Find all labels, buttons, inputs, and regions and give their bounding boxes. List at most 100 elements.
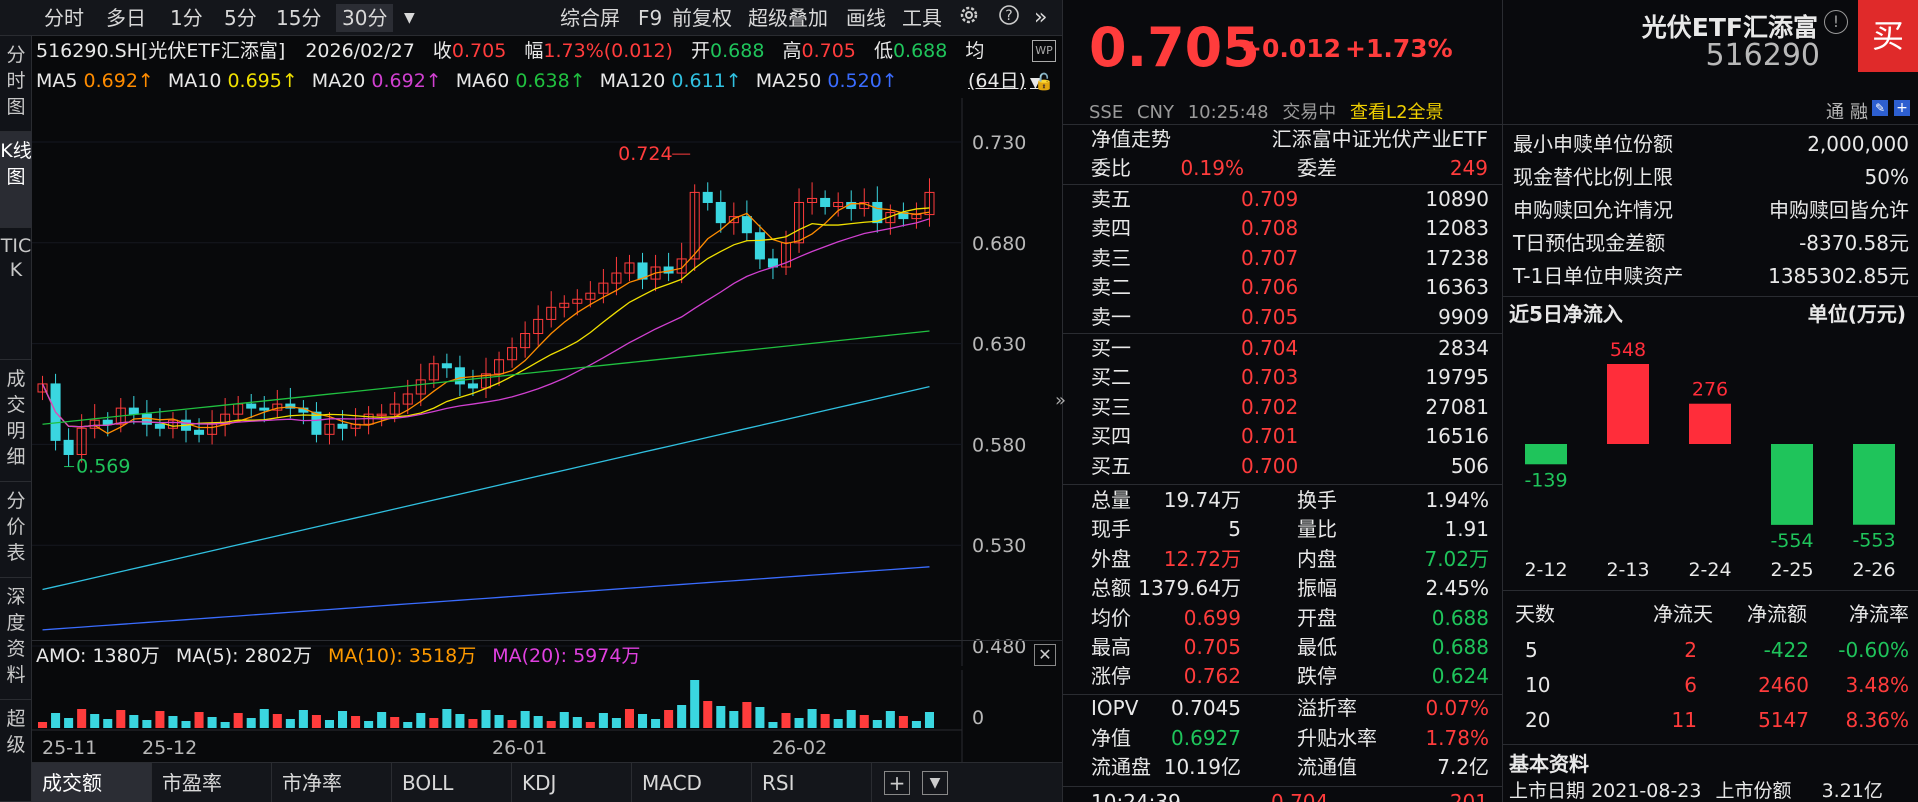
level-volume: 506 xyxy=(1450,453,1489,478)
side-tab-kline[interactable]: K线图 xyxy=(0,132,32,228)
order-level[interactable]: 卖二 0.706 16363 xyxy=(1063,273,1503,302)
candle-body xyxy=(285,403,296,409)
stat-value: 1379.64万 xyxy=(1138,576,1241,601)
volume-chart[interactable]: 0 25-11 25-12 26-01 26-02 xyxy=(32,670,1062,762)
volume-bar xyxy=(598,713,608,728)
help-icon[interactable]: ? xyxy=(998,4,1020,32)
volume-bar xyxy=(194,712,204,728)
menu-overlay[interactable]: 超级叠加 xyxy=(748,6,828,30)
stat-value: 0.7045 xyxy=(1171,696,1241,720)
candle-body xyxy=(546,306,557,320)
inflow-bar xyxy=(1525,444,1567,465)
candle-body xyxy=(872,201,883,224)
expand-icon[interactable]: » xyxy=(1055,390,1067,411)
order-level[interactable]: 卖三 0.707 17238 xyxy=(1063,244,1503,273)
stat-value: 0.624 xyxy=(1431,664,1489,689)
add-icon[interactable]: + xyxy=(884,771,910,795)
menu-draw[interactable]: 画线 xyxy=(846,6,886,30)
order-level[interactable]: 卖四 0.708 12083 xyxy=(1063,214,1503,243)
lock-icon[interactable]: 🔓 xyxy=(1034,72,1054,91)
volume-bar xyxy=(51,713,61,728)
dropdown-icon[interactable]: ▼ xyxy=(404,10,415,26)
stat-row: 现手 5 量比 1.91 xyxy=(1063,515,1503,544)
exchange: SSE xyxy=(1089,102,1124,123)
tab-amount[interactable]: 成交额 xyxy=(32,763,152,802)
buy-button[interactable]: 买 xyxy=(1858,0,1918,72)
weibi-row: 委比 0.19% 委差 249 xyxy=(1063,154,1502,183)
order-level[interactable]: 买三 0.702 27081 xyxy=(1063,393,1503,422)
candle-body xyxy=(833,201,844,208)
vol-zero-label: 0 xyxy=(972,707,984,729)
side-tab-depth[interactable]: 深度资料 xyxy=(0,578,32,700)
period-tab-5min[interactable]: 5分 xyxy=(224,6,257,30)
level-label: 买五 xyxy=(1091,453,1131,478)
order-level[interactable]: 买五 0.700 506 xyxy=(1063,452,1503,481)
flow-table-header-cell: 天数 xyxy=(1515,602,1555,626)
wp-icon[interactable]: WP xyxy=(1032,40,1056,62)
chevron-down-icon[interactable]: ▼ xyxy=(922,771,948,795)
ma-value: 0.520↑ xyxy=(827,70,898,92)
volume-bar xyxy=(729,711,739,728)
edit-icon[interactable]: ✎ xyxy=(1872,100,1888,116)
side-tab-detail[interactable]: 成交明细 xyxy=(0,360,32,482)
menu-tools[interactable]: 工具 xyxy=(902,6,942,30)
order-level[interactable]: 买二 0.703 19795 xyxy=(1063,363,1503,392)
candle-body xyxy=(337,423,348,429)
order-level[interactable]: 卖五 0.709 10890 xyxy=(1063,185,1503,214)
ma-label: MA5 xyxy=(36,70,84,92)
double-chevron-right-icon[interactable]: » xyxy=(1034,5,1048,30)
divider xyxy=(1503,744,1918,745)
l2-link[interactable]: 查看L2全景 xyxy=(1350,102,1444,123)
tab-macd[interactable]: MACD xyxy=(632,763,752,802)
stat-row: 流通盘 10.19亿 流通值 7.2亿 xyxy=(1063,753,1503,782)
level-price: 0.704 xyxy=(1241,336,1299,360)
kline-chart[interactable]: 0.730 0.680 0.630 0.580 0.530 0.480 0.724 0.569 xyxy=(32,98,1062,666)
order-level[interactable]: 买四 0.701 16516 xyxy=(1063,422,1503,451)
menu-fuquan[interactable]: 前复权 xyxy=(672,6,732,30)
security-code: 516290 xyxy=(1705,38,1820,73)
list-shares-label: 上市份额 xyxy=(1715,780,1792,802)
avg-label: 均 xyxy=(965,40,985,62)
volume-bar xyxy=(820,714,830,728)
level-volume: 12083 xyxy=(1425,216,1489,241)
close-icon[interactable]: ✕ xyxy=(1034,644,1056,666)
info-icon[interactable]: ! xyxy=(1824,10,1848,34)
candle-body xyxy=(728,216,739,224)
ma-line-path xyxy=(41,207,930,428)
dropdown-icon[interactable]: ▼ xyxy=(1030,75,1041,91)
menu-f9[interactable]: F9 xyxy=(638,6,663,30)
period-tab-1min[interactable]: 1分 xyxy=(170,6,203,30)
tab-pe[interactable]: 市盈率 xyxy=(152,763,272,802)
volume-bar xyxy=(338,711,348,728)
tab-kdj[interactable]: KDJ xyxy=(512,763,632,802)
period-tab-multiday[interactable]: 多日 xyxy=(106,6,146,30)
ma-label: MA250 xyxy=(755,70,828,92)
volume-bar xyxy=(624,709,634,728)
side-tab-tick[interactable]: TICK xyxy=(0,228,32,360)
menu-zonghe[interactable]: 综合屏 xyxy=(560,6,620,30)
candle-body xyxy=(520,333,531,349)
level-price: 0.709 xyxy=(1241,187,1299,211)
tab-pb[interactable]: 市净率 xyxy=(272,763,392,802)
side-tab-super[interactable]: 超级 xyxy=(0,700,32,802)
order-level[interactable]: 买一 0.704 2834 xyxy=(1063,334,1503,363)
level-label: 买三 xyxy=(1091,394,1131,419)
order-level[interactable]: 卖一 0.705 9909 xyxy=(1063,303,1503,332)
tab-rsi[interactable]: RSI xyxy=(752,763,872,802)
add-icon[interactable]: + xyxy=(1894,100,1910,116)
period-tab-15min[interactable]: 15分 xyxy=(276,6,322,30)
period-tab-30min[interactable]: 30分 xyxy=(336,4,394,32)
side-tab-fenshi[interactable]: 分时图 xyxy=(0,36,32,132)
gear-icon[interactable] xyxy=(958,4,980,32)
market-status-line: SSE CNY 10:25:48 交易中 查看L2全景 xyxy=(1089,98,1444,124)
level-volume: 2834 xyxy=(1438,336,1489,360)
period-tab-fenshi[interactable]: 分时 xyxy=(44,6,84,30)
volume-bar xyxy=(559,712,569,728)
level-label: 买一 xyxy=(1091,336,1131,360)
side-tab-price-table[interactable]: 分价表 xyxy=(0,482,32,578)
netval-row[interactable]: 净值走势 汇添富中证光伏产业ETF xyxy=(1063,125,1502,154)
divider xyxy=(1063,694,1502,695)
tab-boll[interactable]: BOLL xyxy=(392,763,512,802)
day-count[interactable]: (64日) ▼ xyxy=(968,70,1041,92)
y-tick-label: 0.680 xyxy=(972,233,1026,255)
